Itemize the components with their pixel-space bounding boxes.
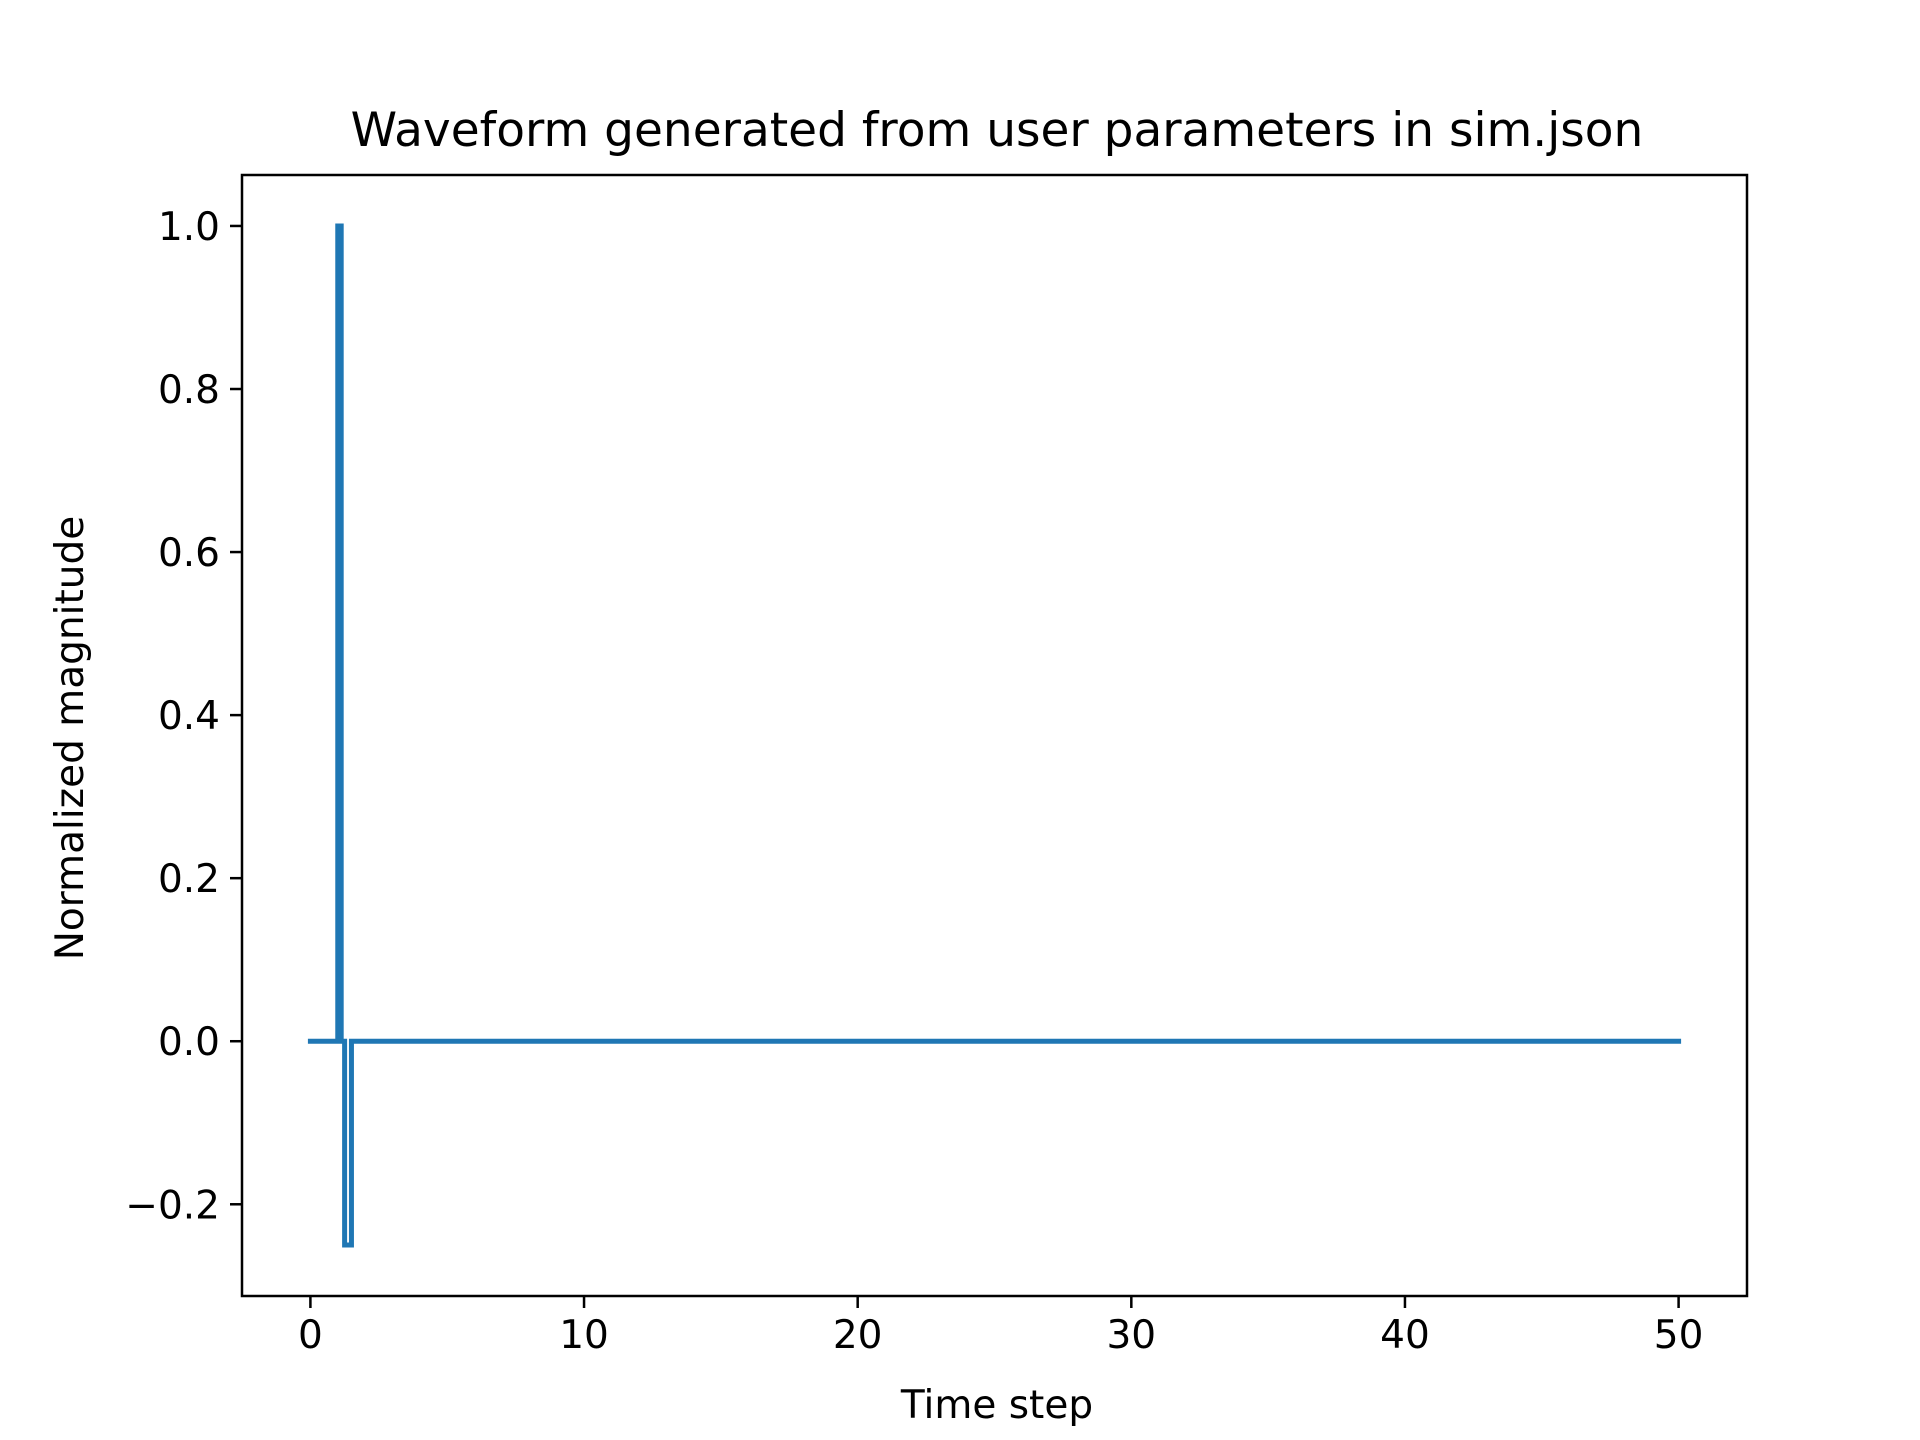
plot-frame <box>240 173 1749 1298</box>
y-tick-label: 0.0 <box>158 1020 220 1065</box>
y-axis-label: Normalized magnitude <box>48 516 93 961</box>
series-line-0 <box>307 223 1682 1248</box>
x-tick-label: 40 <box>1380 1313 1430 1358</box>
chart-title: Waveform generated from user parameters … <box>351 103 1644 158</box>
x-tick-label: 50 <box>1654 1313 1704 1358</box>
y-tick-label: 0.4 <box>158 694 220 739</box>
x-axis-label: Time step <box>900 1383 1093 1428</box>
y-tick-label: −0.2 <box>125 1183 220 1228</box>
y-tick-label: 0.6 <box>158 531 220 576</box>
y-tick-label: 0.2 <box>158 857 220 902</box>
y-tick-label: 1.0 <box>158 205 220 250</box>
x-tick-label: 10 <box>559 1313 609 1358</box>
plot-area: 0 10 20 30 40 50 −0.2 0.0 0.2 0.4 0.6 0.8 1.0 <box>125 173 1749 1358</box>
x-tick-label: 0 <box>298 1313 323 1358</box>
y-tick-label: 0.8 <box>158 368 220 413</box>
x-tick-label: 20 <box>833 1313 883 1358</box>
x-tick-label: 30 <box>1106 1313 1156 1358</box>
